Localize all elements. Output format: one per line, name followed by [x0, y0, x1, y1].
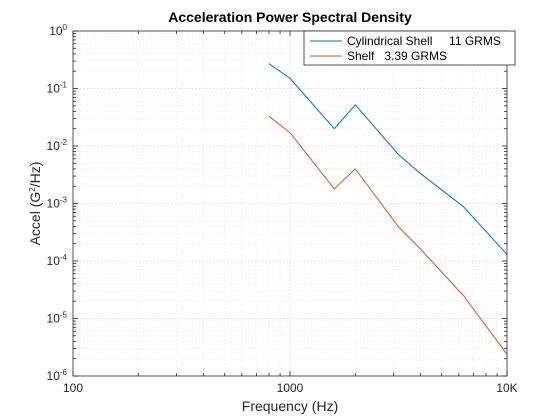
- y-tick-label: 10-2: [47, 138, 68, 153]
- legend-label-1: Cylindrical Shell 11 GRMS: [347, 34, 501, 48]
- plot-lines: [268, 63, 508, 355]
- chart-title: Acceleration Power Spectral Density: [168, 9, 412, 25]
- grid-lines: [73, 31, 507, 376]
- axis-ticks: 100 1000 10K 100 10-1 10-2 10-3 10-4 10-5 10-6: [47, 23, 518, 395]
- y-tick-label: 10-1: [47, 81, 68, 96]
- y-tick-label: 10-3: [47, 196, 68, 211]
- series-line-2: [268, 115, 508, 355]
- y-tick-label: 10-4: [47, 253, 68, 268]
- x-tick-label: 10K: [496, 381, 517, 395]
- legend-label-2: Shelf 3.39 GRMS: [347, 49, 447, 63]
- y-tick-label: 10-5: [47, 311, 68, 326]
- x-tick-label: 100: [63, 381, 83, 395]
- x-axis-label: Frequency (Hz): [242, 398, 338, 414]
- series-line-1: [268, 63, 508, 255]
- y-axis-label: Accel (G2/Hz): [27, 162, 43, 246]
- y-tick-label: 100: [49, 23, 67, 38]
- x-tick-label: 1000: [277, 381, 304, 395]
- legend-box: [303, 30, 516, 66]
- y-tick-label: 10-6: [47, 368, 68, 383]
